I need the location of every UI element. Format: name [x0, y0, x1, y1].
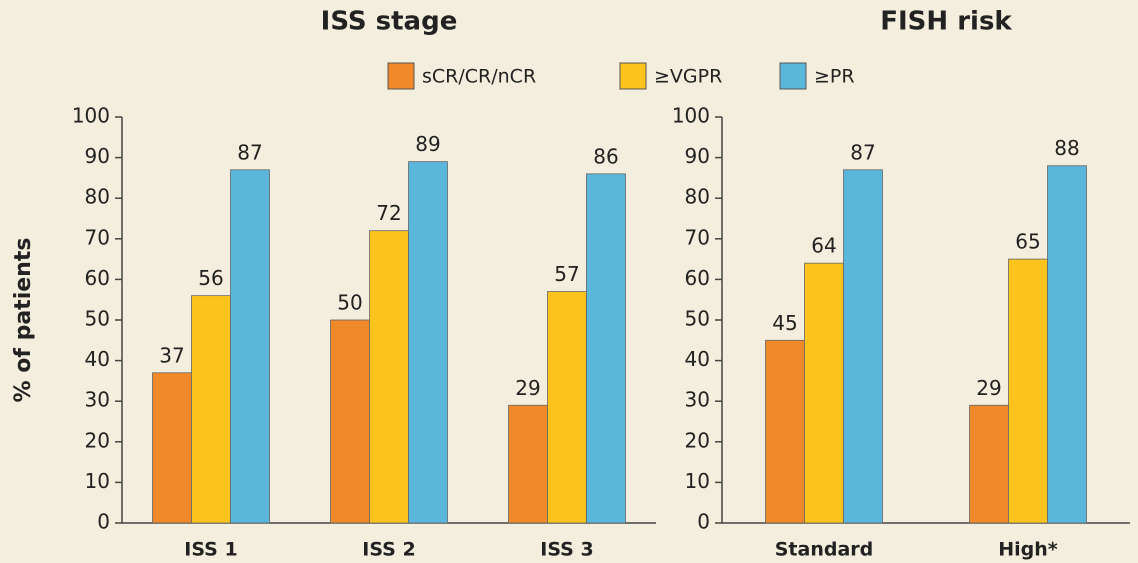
bar	[369, 230, 409, 524]
bar	[586, 173, 626, 524]
data-label: 86	[593, 144, 618, 168]
y-tick-label: 30	[685, 388, 710, 412]
y-tick-label: 40	[685, 347, 710, 371]
y-tick-label: 30	[85, 388, 110, 412]
bar	[1008, 258, 1048, 524]
y-tick-label: 20	[85, 428, 110, 452]
chart-title: FISH risk	[880, 7, 1012, 37]
y-tick-label: 0	[97, 510, 110, 534]
data-label: 50	[337, 291, 362, 315]
x-tick-label: High*	[998, 539, 1058, 561]
data-label: 87	[850, 140, 875, 164]
x-tick-label: Standard	[775, 539, 874, 561]
legend-swatch	[619, 62, 647, 90]
y-tick-label: 70	[85, 225, 110, 249]
bar	[330, 319, 370, 524]
y-tick-label: 90	[685, 144, 710, 168]
y-tick-label: 100	[672, 104, 710, 128]
x-tick-label: ISS 3	[540, 539, 593, 561]
y-axis-label: % of patients	[11, 238, 36, 403]
y-tick-label: 90	[85, 144, 110, 168]
y-tick-label: 0	[697, 510, 710, 534]
bar	[843, 169, 883, 524]
legend-label: sCR/CR/nCR	[422, 66, 536, 88]
bar	[191, 295, 231, 524]
y-tick-label: 80	[85, 185, 110, 209]
bar	[969, 404, 1009, 524]
y-tick-label: 100	[72, 104, 110, 128]
chart-title: ISS stage	[321, 7, 458, 37]
y-tick-label: 50	[685, 307, 710, 331]
data-label: 29	[976, 376, 1001, 400]
data-label: 64	[811, 234, 836, 258]
legend-swatch	[779, 62, 807, 90]
bar	[1047, 165, 1087, 524]
y-tick-label: 70	[685, 225, 710, 249]
y-tick-label: 50	[85, 307, 110, 331]
y-tick-label: 40	[85, 347, 110, 371]
x-tick-label: ISS 1	[184, 539, 237, 561]
legend-swatch	[387, 62, 415, 90]
data-label: 88	[1054, 136, 1079, 160]
bar	[508, 404, 548, 524]
bar	[408, 161, 448, 524]
x-tick-label: ISS 2	[362, 539, 415, 561]
y-tick-label: 10	[85, 469, 110, 493]
y-tick-label: 80	[685, 185, 710, 209]
data-label: 56	[198, 266, 223, 290]
y-tick-label: 60	[85, 266, 110, 290]
data-label: 72	[376, 201, 401, 225]
data-label: 45	[772, 311, 797, 335]
bar	[152, 372, 192, 524]
y-tick-label: 60	[685, 266, 710, 290]
data-label: 87	[237, 140, 262, 164]
bar	[547, 291, 587, 524]
data-label: 65	[1015, 230, 1040, 254]
data-label: 29	[515, 376, 540, 400]
data-label: 89	[415, 132, 440, 156]
bar	[765, 339, 805, 524]
data-label: 37	[159, 343, 184, 367]
legend-label: ≥PR	[814, 66, 855, 88]
bar	[804, 262, 844, 524]
data-label: 57	[554, 262, 579, 286]
legend-label: ≥VGPR	[654, 66, 722, 88]
bar	[230, 169, 270, 524]
y-tick-label: 10	[685, 469, 710, 493]
y-tick-label: 20	[685, 428, 710, 452]
